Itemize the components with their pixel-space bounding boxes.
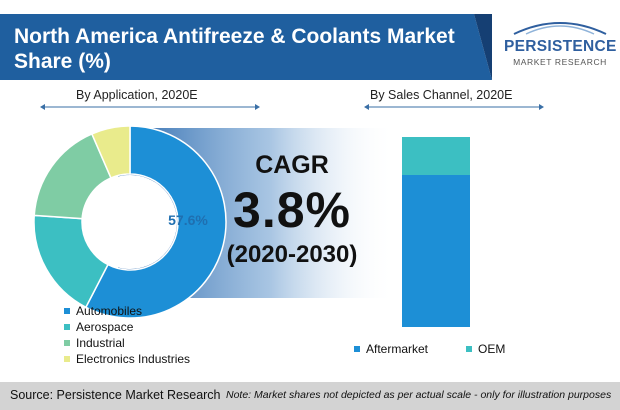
legend-item-industrial: Industrial (64, 336, 190, 352)
logo: PERSISTENCE MARKET RESEARCH (504, 22, 616, 78)
logo-arc-icon (513, 22, 607, 35)
bar-segment-oem (402, 137, 470, 175)
cagr-period: (2020-2030) (226, 241, 358, 268)
title-banner: North America Antifreeze & Coolants Mark… (0, 14, 492, 80)
legend-swatch-oem (466, 346, 472, 352)
pie-title-leader-line (40, 104, 260, 110)
logo-subtitle: MARKET RESEARCH (513, 57, 607, 67)
footer-note: Note: Market shares not depicted as per … (226, 389, 612, 401)
legend-item-electronics: Electronics Industries (64, 352, 190, 368)
legend-label-industrial: Industrial (76, 336, 125, 350)
donut-hole (83, 175, 177, 269)
donut-slice-automobiles (84, 125, 227, 319)
pie-chart-title: By Application, 2020E (76, 88, 198, 102)
legend-item-aerospace: Aerospace (64, 320, 190, 336)
legend-label-electronics: Electronics Industries (76, 352, 191, 366)
legend-item-automobiles: Automobiles (64, 304, 190, 320)
bar-segment-aftermarket (402, 175, 470, 327)
footer: Source: Persistence Market Research Note… (0, 382, 620, 410)
legend-item-oem: OEM (466, 342, 505, 356)
legend-swatch-automobiles (64, 308, 70, 314)
page-title: North America Antifreeze & Coolants Mark… (14, 25, 455, 73)
donut-chart (33, 125, 227, 319)
legend-item-aftermarket: Aftermarket (354, 342, 428, 356)
stacked-bar-chart (402, 137, 470, 327)
legend-swatch-electronics (64, 356, 70, 362)
legend-swatch-aerospace (64, 324, 70, 330)
legend-swatch-aftermarket (354, 346, 360, 352)
footer-source: Source: Persistence Market Research (10, 388, 221, 402)
legend-label-oem: OEM (478, 342, 506, 356)
legend-label-aerospace: Aerospace (76, 320, 134, 334)
pie-legend: Automobiles Aerospace Industrial Electro… (64, 304, 190, 368)
cagr-value: 3.8% (233, 182, 351, 238)
legend-swatch-industrial (64, 340, 70, 346)
donut-slice-electronics (90, 125, 131, 179)
automobiles-data-label: 57.6% (168, 212, 208, 228)
bar-title-leader-line (364, 104, 544, 110)
cagr-label: CAGR (255, 151, 329, 179)
cagr-block: CAGR 3.8% (2020-2030) (212, 150, 372, 270)
bar-chart-title: By Sales Channel, 2020E (370, 88, 513, 102)
legend-label-automobiles: Automobiles (76, 304, 143, 318)
title-banner-shape (0, 14, 492, 80)
logo-name: PERSISTENCE (504, 38, 617, 55)
legend-label-aftermarket: Aftermarket (366, 342, 429, 356)
